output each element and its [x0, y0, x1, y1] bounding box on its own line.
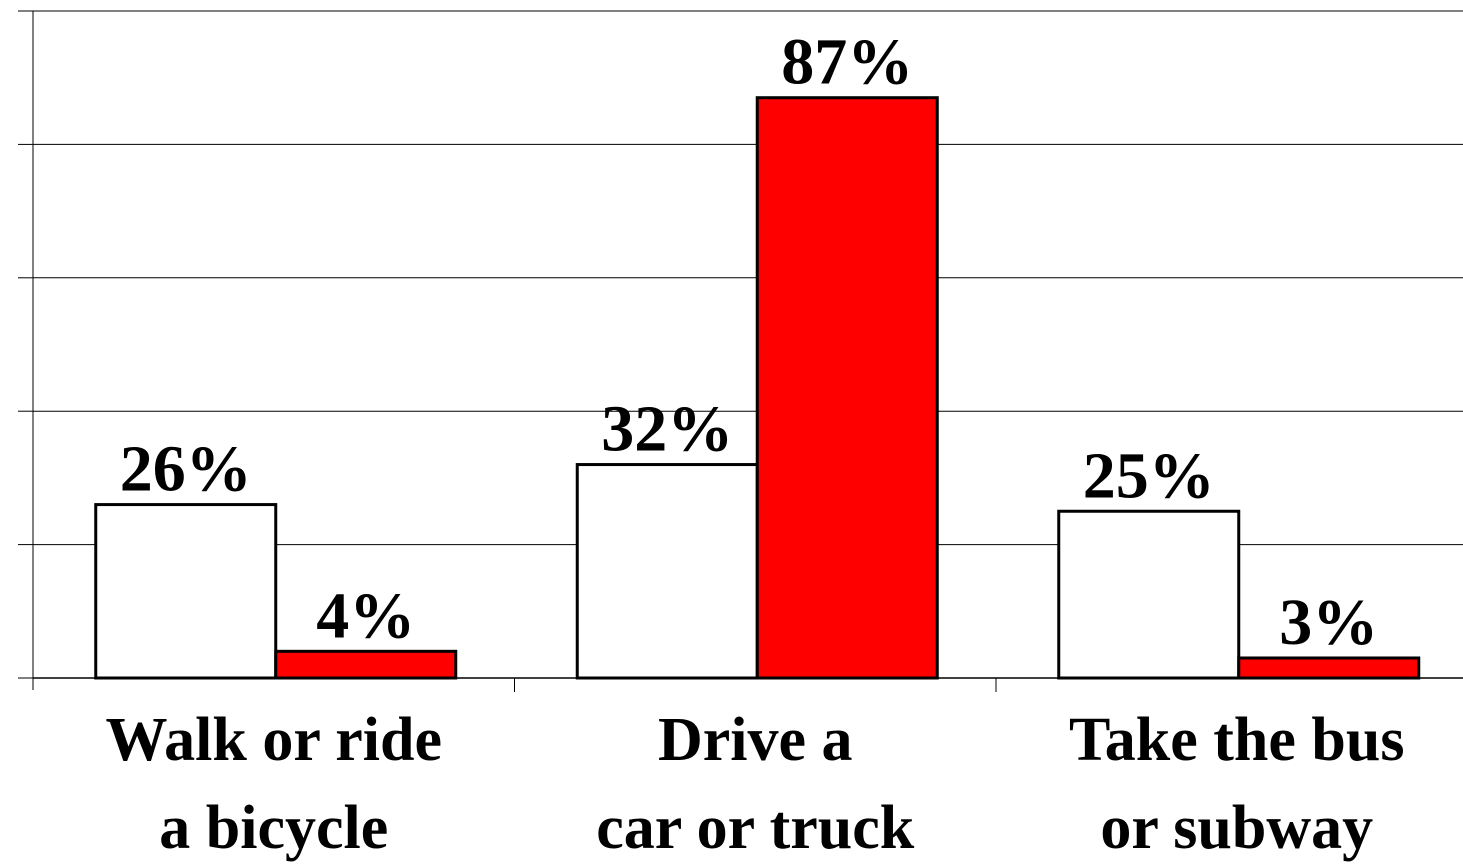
value-label: 3%	[1279, 586, 1378, 659]
value-label: 32%	[601, 393, 733, 466]
bar	[94, 503, 278, 680]
bar	[274, 649, 458, 680]
x-tick-label: Take the bus or subway	[1069, 706, 1404, 862]
value-label: 25%	[1083, 439, 1215, 512]
bar	[575, 463, 759, 680]
value-label: 4%	[316, 579, 415, 652]
x-tick-label: Drive a car or truck	[596, 706, 914, 862]
bar	[755, 96, 939, 680]
x-tick-label: Walk or ride a bicycle	[106, 706, 442, 862]
bar	[1057, 509, 1241, 680]
bar	[1237, 656, 1421, 680]
value-label: 26%	[120, 433, 252, 506]
value-label: 87%	[781, 26, 913, 99]
